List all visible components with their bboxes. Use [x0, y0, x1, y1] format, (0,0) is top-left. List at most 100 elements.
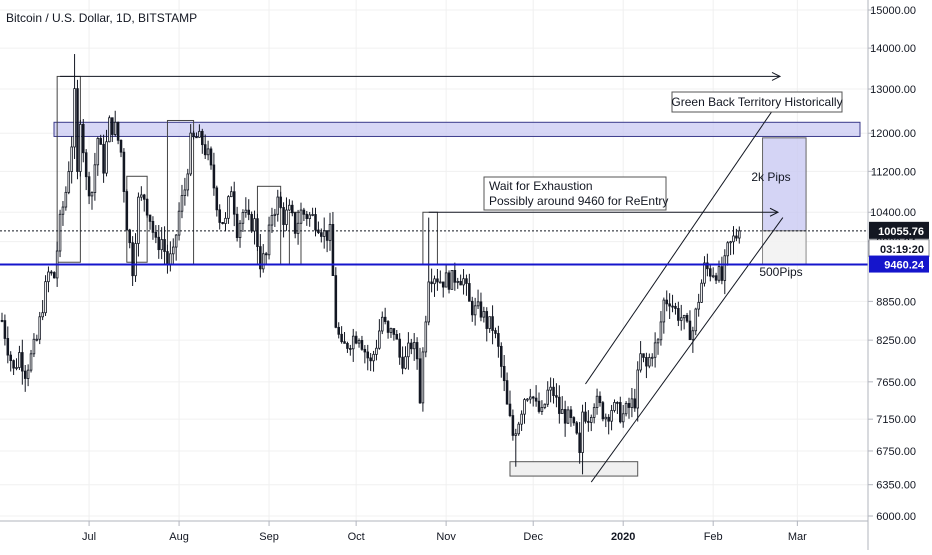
candle-body: [58, 213, 62, 252]
candle-body: [189, 132, 192, 175]
candle-body: [128, 229, 131, 244]
candle-body: [76, 88, 79, 172]
candle-body: [688, 320, 692, 341]
candle-body: [256, 218, 259, 247]
y-tick-label: 10400.00: [870, 207, 916, 219]
candle-body: [639, 353, 642, 371]
candle-body: [241, 212, 245, 224]
candle-body: [148, 214, 152, 222]
candle-body: [502, 366, 506, 382]
candle-body: [215, 187, 219, 211]
candle-body: [650, 356, 654, 359]
candle-body: [523, 399, 526, 415]
candle-body: [549, 386, 552, 391]
candle-body: [441, 281, 445, 288]
candle-body: [21, 352, 24, 372]
candle-body: [424, 321, 428, 353]
candle-body: [105, 141, 108, 174]
candle-body: [38, 316, 42, 340]
candle-body: [23, 370, 27, 379]
y-tick-label: 15000.00: [870, 5, 916, 17]
candle-body: [247, 209, 251, 215]
candle-body: [378, 330, 381, 349]
candle-body: [70, 146, 73, 172]
candle-body: [546, 389, 549, 405]
candle-body: [418, 358, 422, 404]
candle-body: [410, 342, 413, 350]
candle-body: [340, 333, 343, 343]
candle-body: [703, 262, 706, 284]
candle-body: [212, 164, 216, 189]
candle-body: [270, 215, 274, 226]
candle-body: [642, 353, 645, 358]
candle-body: [717, 266, 721, 281]
candle-body: [674, 305, 677, 309]
candle-body: [482, 311, 486, 318]
x-tick-label: Sep: [259, 531, 279, 543]
x-tick-label: Feb: [704, 531, 723, 543]
exhaustion-label-box: [483, 176, 667, 211]
x-tick-label: Nov: [436, 531, 456, 543]
candle-body: [711, 275, 715, 278]
candle-body: [3, 320, 7, 339]
candle-body: [604, 416, 608, 420]
time-axis: Jul Aug Sep Oct Nov Dec 2020 Feb Mar: [82, 521, 807, 543]
candle-body: [563, 409, 567, 424]
candle-body: [653, 342, 657, 358]
candle-body: [6, 338, 10, 356]
candle-body: [137, 196, 140, 244]
green-back-label-box: [671, 91, 843, 113]
candle-body: [462, 278, 465, 286]
exhaustion-arrow-head: [769, 207, 780, 217]
candle-body: [79, 123, 82, 172]
candle-body: [29, 353, 33, 371]
candle-body: [108, 117, 111, 143]
candle-body: [575, 422, 579, 434]
candle-body: [497, 333, 500, 347]
candle-body: [122, 151, 126, 192]
candle-body: [595, 395, 599, 408]
candle-body: [325, 230, 329, 241]
candle-body: [433, 278, 436, 285]
candle-body: [183, 189, 187, 197]
candle-body: [450, 270, 454, 290]
candle-body: [569, 409, 573, 418]
candle-body: [337, 326, 340, 335]
candle-body: [682, 314, 686, 319]
candle-body: [537, 400, 541, 412]
y-tick-label: 6000.00: [876, 511, 916, 523]
candle-body: [261, 253, 265, 270]
candle-body: [285, 209, 288, 225]
candle-body: [351, 335, 355, 350]
candle-body: [616, 402, 619, 404]
y-tick-label: 12000.00: [870, 128, 916, 140]
x-tick-label: Mar: [788, 531, 807, 543]
candle-body: [346, 342, 349, 349]
candle-body: [96, 138, 100, 166]
candle-body: [111, 117, 114, 135]
candle-body: [180, 195, 184, 212]
candle-body: [468, 283, 471, 302]
last-price-badge-bg: [869, 221, 929, 239]
consolidation-box: [422, 211, 438, 266]
price-badges: 10055.76 03:19:20 9460.24: [868, 221, 930, 273]
candle-body: [50, 271, 53, 274]
candle-body: [157, 236, 161, 251]
candle-body: [308, 214, 311, 220]
candle-body: [230, 191, 233, 198]
candle-body: [244, 209, 248, 213]
candle-body: [735, 235, 738, 239]
candle-body: [125, 191, 129, 231]
candle-body: [572, 417, 576, 424]
candle-body: [169, 253, 172, 265]
candle-body: [87, 176, 91, 197]
candle-body: [732, 235, 735, 243]
candle-body: [160, 239, 163, 251]
candle-body: [624, 403, 628, 415]
candle-body: [726, 242, 729, 257]
candle-body: [444, 272, 448, 288]
candle-body: [90, 192, 94, 197]
candle-body: [398, 338, 401, 358]
